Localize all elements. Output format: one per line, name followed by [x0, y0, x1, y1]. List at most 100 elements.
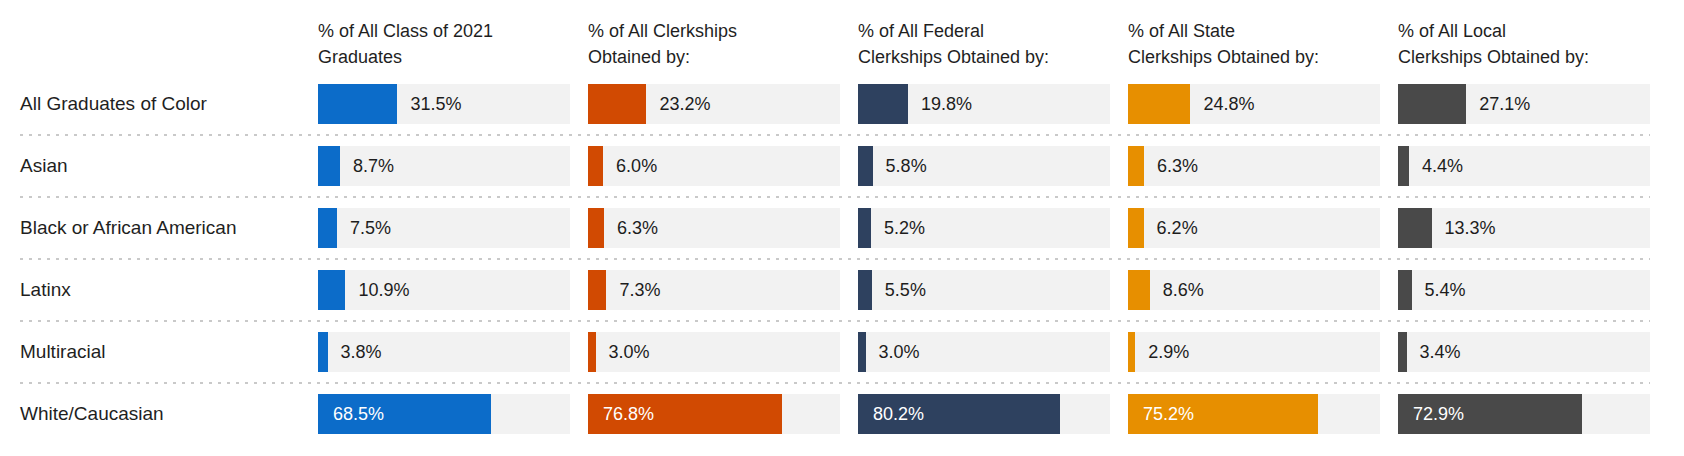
- bar-value-label: 3.0%: [879, 342, 920, 363]
- bar-cell: 6.3%: [588, 208, 840, 248]
- bar-value-label: 72.9%: [1413, 404, 1464, 425]
- column-header-class-2021: % of All Class of 2021 Graduates: [318, 18, 570, 70]
- bar-value-label: 6.0%: [616, 156, 657, 177]
- bar-cell: 24.8%: [1128, 84, 1380, 124]
- chart-row-multiracial: Multiracial 3.8% 3.0% 3.0% 2.9% 3.4%: [20, 322, 1650, 382]
- bar-cell: 7.5%: [318, 208, 570, 248]
- bar-cell: 10.9%: [318, 270, 570, 310]
- bar-cell: 5.8%: [858, 146, 1110, 186]
- bar-track: 3.8%: [318, 332, 570, 372]
- bar-value-label: 3.8%: [341, 342, 382, 363]
- bar-value-label: 80.2%: [873, 404, 924, 425]
- column-header-federal-clerkships: % of All Federal Clerkships Obtained by:: [858, 18, 1110, 70]
- bar-value-label: 5.4%: [1425, 280, 1466, 301]
- bar: [318, 208, 337, 248]
- column-header-local-clerkships: % of All Local Clerkships Obtained by:: [1398, 18, 1650, 70]
- bar-value-label: 3.4%: [1420, 342, 1461, 363]
- row-label: Latinx: [20, 279, 300, 301]
- bar-value-label: 5.5%: [885, 280, 926, 301]
- chart-row-white-caucasian: White/Caucasian 68.5% 76.8% 80.2% 75.2% …: [20, 384, 1650, 444]
- bar-cell: 31.5%: [318, 84, 570, 124]
- bar-value-label: 6.3%: [1157, 156, 1198, 177]
- bar-track: 72.9%: [1398, 394, 1650, 434]
- bar: [1128, 332, 1135, 372]
- bar-cell: 8.6%: [1128, 270, 1380, 310]
- bar-value-label: 68.5%: [333, 404, 384, 425]
- bar-value-label: 31.5%: [410, 94, 461, 115]
- bar-value-label: 13.3%: [1445, 218, 1496, 239]
- column-header-row: % of All Class of 2021 Graduates % of Al…: [20, 18, 1650, 74]
- bar-track: 5.5%: [858, 270, 1110, 310]
- chart-row-latinx: Latinx 10.9% 7.3% 5.5% 8.6% 5.4%: [20, 260, 1650, 320]
- bar-track: 23.2%: [588, 84, 840, 124]
- bar: [1128, 84, 1190, 124]
- bar: [318, 332, 328, 372]
- bar: [588, 332, 596, 372]
- bar: [318, 270, 345, 310]
- column-header-all-clerkships: % of All Clerkships Obtained by:: [588, 18, 840, 70]
- bar-track: 3.0%: [858, 332, 1110, 372]
- bar-track: 13.3%: [1398, 208, 1650, 248]
- bar-track: 80.2%: [858, 394, 1110, 434]
- chart-row-asian: Asian 8.7% 6.0% 5.8% 6.3% 4.4%: [20, 136, 1650, 196]
- bar-value-label: 23.2%: [659, 94, 710, 115]
- bar: [858, 270, 872, 310]
- bar-value-label: 76.8%: [603, 404, 654, 425]
- row-label: All Graduates of Color: [20, 93, 300, 115]
- bar-value-label: 2.9%: [1148, 342, 1189, 363]
- bar-cell: 6.2%: [1128, 208, 1380, 248]
- bar-cell: 5.2%: [858, 208, 1110, 248]
- bar: [1398, 84, 1466, 124]
- bar-track: 24.8%: [1128, 84, 1380, 124]
- bar-value-label: 8.6%: [1163, 280, 1204, 301]
- bar-value-label: 7.3%: [619, 280, 660, 301]
- bar-cell: 3.8%: [318, 332, 570, 372]
- bar-cell: 23.2%: [588, 84, 840, 124]
- bar-cell: 3.4%: [1398, 332, 1650, 372]
- chart-row-black-or-african-american: Black or African American 7.5% 6.3% 5.2%…: [20, 198, 1650, 258]
- bar: [588, 146, 603, 186]
- bar-track: 31.5%: [318, 84, 570, 124]
- bar-cell: 2.9%: [1128, 332, 1380, 372]
- bar-cell: 72.9%: [1398, 394, 1650, 434]
- bar-value-label: 24.8%: [1203, 94, 1254, 115]
- bar-track: 8.7%: [318, 146, 570, 186]
- bar-value-label: 5.2%: [884, 218, 925, 239]
- bar: [318, 146, 340, 186]
- bar-track: 3.0%: [588, 332, 840, 372]
- bar-track: 4.4%: [1398, 146, 1650, 186]
- bar: [1398, 332, 1407, 372]
- bar-value-label: 6.3%: [617, 218, 658, 239]
- bar-value-label: 4.4%: [1422, 156, 1463, 177]
- bar: [318, 84, 397, 124]
- bar-track: 6.3%: [1128, 146, 1380, 186]
- bar-track: 76.8%: [588, 394, 840, 434]
- bar-track: 2.9%: [1128, 332, 1380, 372]
- bar: [858, 84, 908, 124]
- bar-track: 5.8%: [858, 146, 1110, 186]
- bar-track: 5.4%: [1398, 270, 1650, 310]
- bar-cell: 5.5%: [858, 270, 1110, 310]
- bar-cell: 27.1%: [1398, 84, 1650, 124]
- bar-track: 5.2%: [858, 208, 1110, 248]
- bar-value-label: 5.8%: [886, 156, 927, 177]
- chart-row-all-graduates-of-color: All Graduates of Color 31.5% 23.2% 19.8%…: [20, 74, 1650, 134]
- row-label: Black or African American: [20, 217, 300, 239]
- bar-cell: 4.4%: [1398, 146, 1650, 186]
- bar-cell: 80.2%: [858, 394, 1110, 434]
- bar: [1128, 208, 1144, 248]
- bar-cell: 19.8%: [858, 84, 1110, 124]
- clerkship-demographics-chart: % of All Class of 2021 Graduates % of Al…: [0, 0, 1684, 456]
- bar-value-label: 7.5%: [350, 218, 391, 239]
- bar-cell: 13.3%: [1398, 208, 1650, 248]
- bar: [588, 84, 646, 124]
- bar-track: 10.9%: [318, 270, 570, 310]
- bar-track: 68.5%: [318, 394, 570, 434]
- bar-cell: 5.4%: [1398, 270, 1650, 310]
- bar-cell: 3.0%: [858, 332, 1110, 372]
- bar: [858, 332, 866, 372]
- bar-cell: 7.3%: [588, 270, 840, 310]
- bar-value-label: 3.0%: [609, 342, 650, 363]
- bar: [1398, 146, 1409, 186]
- bar-value-label: 10.9%: [358, 280, 409, 301]
